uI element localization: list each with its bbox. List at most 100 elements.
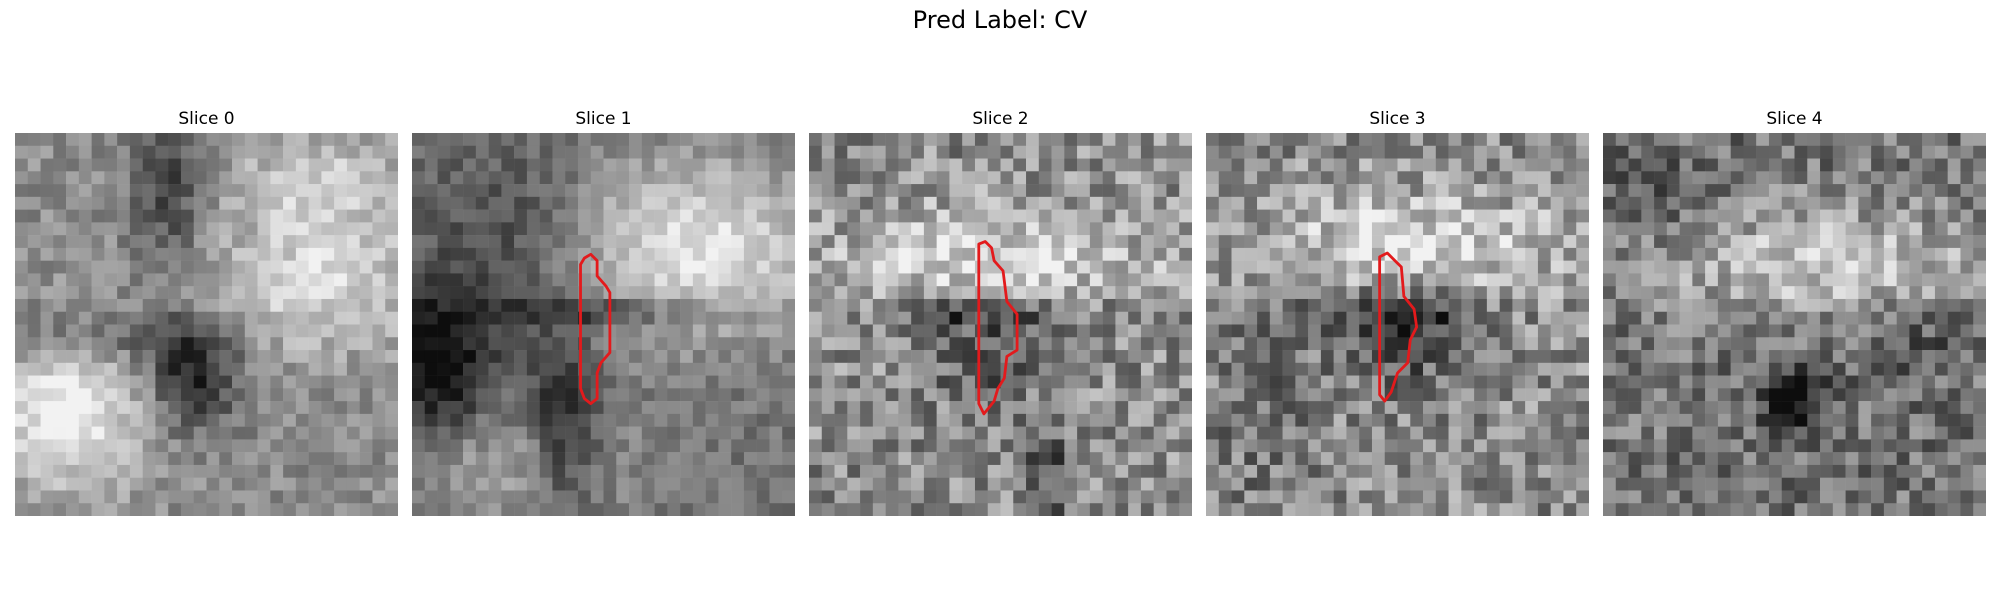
slice-pixel bbox=[1423, 464, 1437, 478]
slice-pixel bbox=[488, 260, 502, 274]
slice-pixel bbox=[705, 286, 719, 300]
slice-pixel bbox=[1807, 196, 1821, 210]
slice-pixel bbox=[872, 286, 886, 300]
slice-pixel bbox=[104, 426, 118, 440]
slice-pixel bbox=[1013, 222, 1027, 236]
slice-pixel bbox=[155, 388, 169, 402]
slice-pixel bbox=[1947, 298, 1961, 312]
slice-pixel bbox=[705, 273, 719, 287]
slice-pixel bbox=[27, 235, 41, 249]
slice-pixel bbox=[270, 196, 284, 210]
slice-pixel bbox=[1883, 503, 1897, 516]
slice-pixel bbox=[1140, 247, 1154, 261]
slice-pixel bbox=[1858, 158, 1872, 172]
slice-pixel bbox=[142, 184, 156, 198]
slice-pixel bbox=[809, 247, 823, 261]
slice-pixel bbox=[91, 477, 105, 491]
slice-pixel bbox=[718, 133, 732, 147]
slice-pixel bbox=[78, 133, 92, 147]
slice-pixel bbox=[923, 477, 937, 491]
slice-pixel bbox=[1537, 439, 1551, 453]
slice-pixel bbox=[911, 158, 925, 172]
slice-pixel bbox=[488, 464, 502, 478]
slice-pixel bbox=[142, 298, 156, 312]
slice-pixel bbox=[514, 145, 528, 159]
slice-pixel bbox=[1320, 388, 1334, 402]
slice-pixel bbox=[475, 401, 489, 415]
slice-pixel bbox=[539, 235, 553, 249]
slice-pixel bbox=[295, 388, 309, 402]
slice-pixel bbox=[450, 388, 464, 402]
slice-pixel bbox=[359, 311, 373, 325]
slice-pixel bbox=[1448, 209, 1462, 223]
slice-pixel bbox=[1231, 273, 1245, 287]
slice-pixel bbox=[911, 452, 925, 466]
slice-pixel bbox=[1871, 196, 1885, 210]
slice-pixel bbox=[1128, 337, 1142, 351]
slice-pixel bbox=[552, 388, 566, 402]
slice-pixel bbox=[1807, 464, 1821, 478]
slice-pixel bbox=[898, 452, 912, 466]
slice-pixel bbox=[1026, 477, 1040, 491]
slice-pixel bbox=[1499, 426, 1513, 440]
slice-pixel bbox=[1832, 247, 1846, 261]
slice-pixel bbox=[692, 171, 706, 185]
slice-pixel bbox=[782, 503, 795, 516]
slice-pixel bbox=[552, 490, 566, 504]
slice-pixel bbox=[1231, 337, 1245, 351]
slice-pixel bbox=[1282, 311, 1296, 325]
slice-pixel bbox=[1717, 375, 1731, 389]
slice-pixel bbox=[987, 235, 1001, 249]
slice-pixel bbox=[577, 439, 591, 453]
slice-pixel bbox=[91, 196, 105, 210]
slice-pixel bbox=[155, 158, 169, 172]
slice-pixel bbox=[1231, 362, 1245, 376]
slice-pixel bbox=[270, 477, 284, 491]
slice-pixel bbox=[1333, 171, 1347, 185]
slice-pixel bbox=[539, 426, 553, 440]
slice-pixel bbox=[91, 273, 105, 287]
slice-pixel bbox=[1794, 196, 1808, 210]
slice-pixel bbox=[1628, 503, 1642, 516]
slice-pixel bbox=[206, 324, 220, 338]
slice-pixel bbox=[898, 477, 912, 491]
slice-pixel bbox=[1641, 133, 1655, 147]
slice-pixel bbox=[1115, 133, 1129, 147]
slice-pixel bbox=[1947, 158, 1961, 172]
slice-pixel bbox=[1615, 401, 1629, 415]
slice-pixel bbox=[180, 260, 194, 274]
slice-pixel bbox=[1845, 337, 1859, 351]
slice-pixel bbox=[1909, 452, 1923, 466]
slice-pixel bbox=[1679, 184, 1693, 198]
slice-pixel bbox=[1666, 286, 1680, 300]
slice-pixel bbox=[1320, 439, 1334, 453]
slice-pixel bbox=[847, 324, 861, 338]
slice-pixel bbox=[1038, 311, 1052, 325]
slice-pixel bbox=[129, 145, 143, 159]
slice-pixel bbox=[1499, 413, 1513, 427]
slice-pixel bbox=[1064, 337, 1078, 351]
slice-pixel bbox=[641, 324, 655, 338]
slice-pixel bbox=[898, 273, 912, 287]
slice-pixel bbox=[1832, 350, 1846, 364]
slice-pixel bbox=[629, 490, 643, 504]
slice-pixel bbox=[1768, 439, 1782, 453]
slice-pixel bbox=[1922, 209, 1936, 223]
slice-pixel bbox=[1384, 196, 1398, 210]
slice-pixel bbox=[1781, 235, 1795, 249]
slice-pixel bbox=[898, 464, 912, 478]
slice-pixel bbox=[629, 477, 643, 491]
slice-pixel bbox=[1244, 235, 1258, 249]
slice-pixel bbox=[129, 452, 143, 466]
slice-pixel bbox=[654, 401, 668, 415]
slice-pixel bbox=[1781, 362, 1795, 376]
slice-pixel bbox=[412, 477, 426, 491]
slice-pixel bbox=[1768, 452, 1782, 466]
slice-pixel bbox=[1397, 209, 1411, 223]
slice-pixel bbox=[1705, 490, 1719, 504]
slice-panel-4: Slice 4 bbox=[1603, 108, 1986, 516]
slice-pixel bbox=[1781, 337, 1795, 351]
slice-pixel bbox=[1743, 222, 1757, 236]
slice-pixel bbox=[1743, 350, 1757, 364]
slice-pixel bbox=[1474, 324, 1488, 338]
